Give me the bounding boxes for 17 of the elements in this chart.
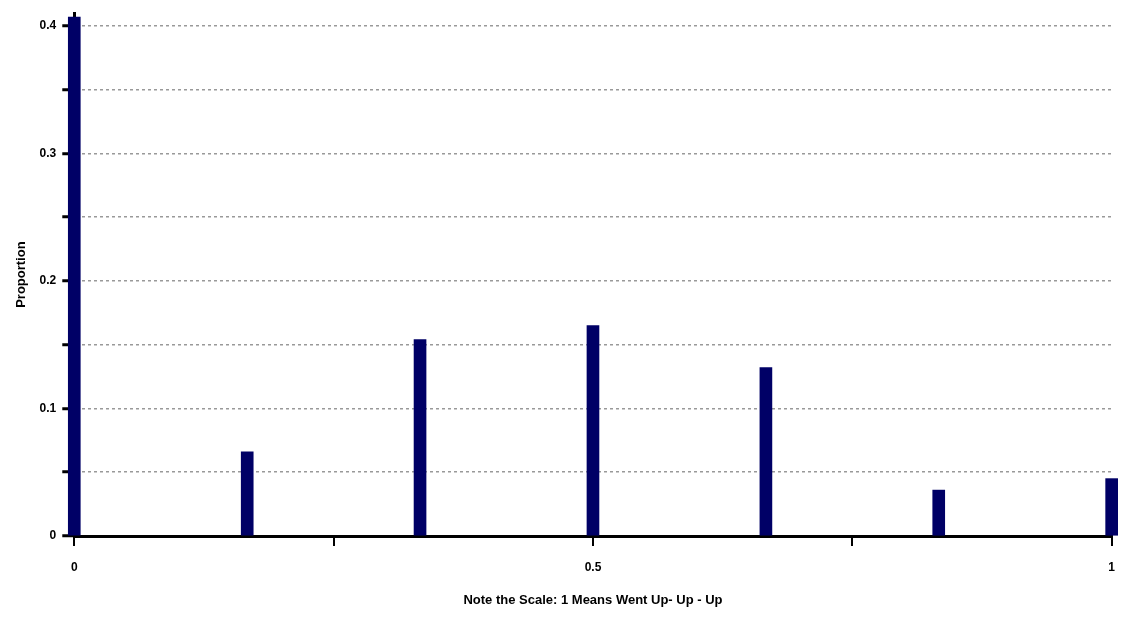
x-tick-label: 0.5 (584, 559, 602, 574)
bar (1105, 478, 1118, 536)
y-tick-label: 0.1 (39, 400, 57, 415)
bar (67, 16, 81, 536)
x-tick-label: 1 (1108, 559, 1116, 574)
y-tick-label: 0 (49, 528, 57, 543)
y-axis-title: Proportion (13, 241, 29, 308)
bar (759, 367, 773, 536)
bar (586, 325, 600, 536)
bar (413, 339, 427, 536)
y-tick-label: 0.4 (39, 18, 57, 33)
bar (932, 489, 946, 536)
x-axis-title: Note the Scale: 1 Means Went Up- Up - Up (463, 591, 723, 607)
bar (240, 451, 254, 536)
y-tick-label: 0.2 (39, 273, 57, 288)
y-tick-label: 0.3 (39, 145, 57, 160)
x-tick-label: 0 (70, 559, 78, 574)
